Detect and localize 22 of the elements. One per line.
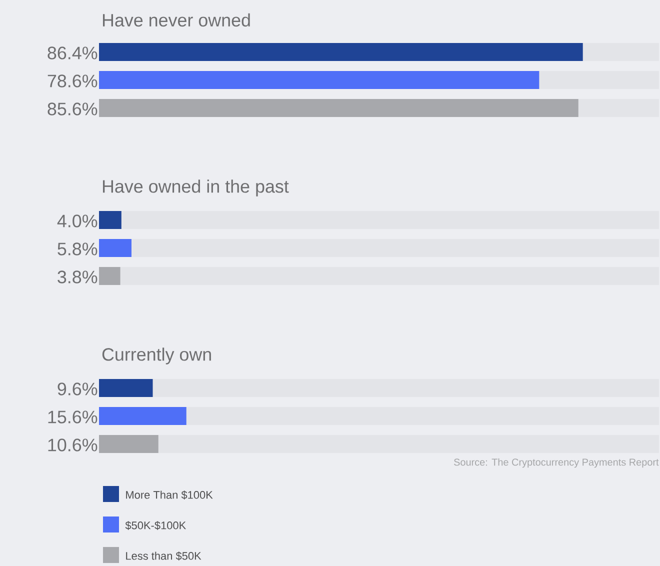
data-label: 5.8%	[58, 242, 98, 256]
y-tick-label: Currently own	[102, 348, 211, 364]
data-label: 4.0%	[57, 214, 98, 228]
legend-label: $50K-$100K	[125, 521, 186, 530]
data-label: 10.6%	[48, 438, 98, 452]
data-label: 78.6%	[48, 74, 98, 88]
data-label: 3.8%	[58, 270, 98, 284]
data-label: 85.6%	[48, 102, 98, 116]
legend-label: More Than $100K	[126, 490, 213, 500]
y-tick-label: Have owned in the past	[102, 180, 289, 196]
data-label: 9.6%	[58, 382, 98, 396]
legend-label: Less than $50K	[126, 552, 202, 560]
annotation: Source: The Cryptocurrency Payments Report	[454, 458, 659, 468]
data-label: 86.4%	[48, 46, 98, 60]
bar	[99, 407, 186, 426]
data-label: 15.6%	[48, 410, 98, 424]
bar	[99, 267, 120, 286]
bar	[99, 239, 132, 258]
bar	[99, 435, 158, 454]
bar	[99, 211, 122, 229]
bar	[99, 379, 153, 398]
y-tick-label: Have never owned	[102, 13, 250, 27]
